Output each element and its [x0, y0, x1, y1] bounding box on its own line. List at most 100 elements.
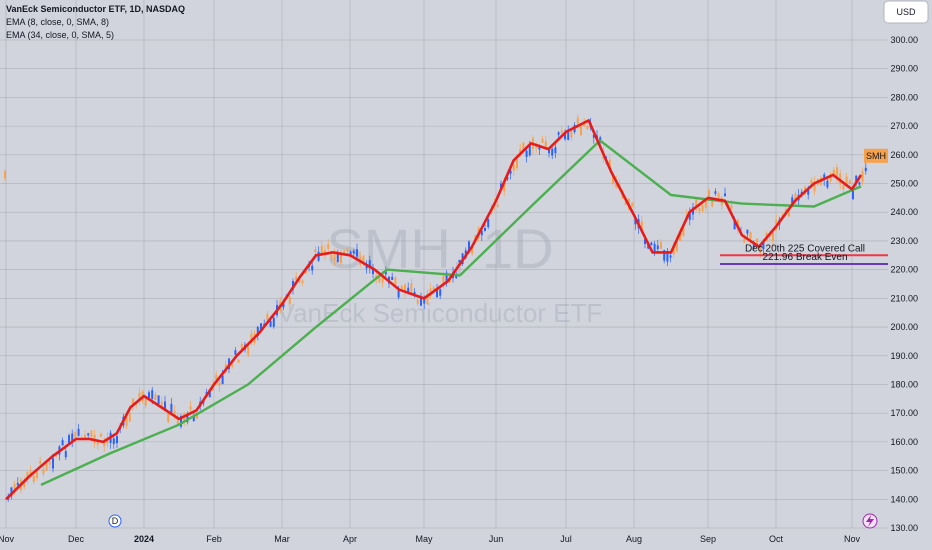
candle-body [759, 246, 762, 253]
candle-body [196, 413, 198, 419]
candle-body [298, 280, 301, 283]
candle-body [356, 249, 358, 257]
candle-body [410, 283, 413, 295]
candle-body [26, 472, 29, 479]
candle-body [813, 182, 816, 192]
candle-body [487, 218, 490, 228]
candle-body [698, 208, 701, 212]
candle-body [192, 415, 195, 422]
y-tick-label: 210.00 [890, 293, 918, 303]
candle-body [826, 180, 829, 188]
candle-body [544, 141, 547, 150]
y-tick-label: 270.00 [890, 121, 918, 131]
candle-body [125, 417, 128, 427]
candle-body [84, 434, 86, 440]
candle-body [480, 230, 483, 236]
candle-body [711, 200, 714, 207]
level-annotation: Dec 20th 225 Covered Call [745, 243, 865, 254]
candle-body [404, 284, 406, 292]
x-tick-label: Sep [700, 534, 716, 544]
candle-body [52, 458, 54, 469]
candle-body [512, 164, 515, 171]
candle-body [400, 285, 403, 289]
candle-body [324, 250, 326, 255]
candle-body [560, 130, 563, 133]
candle-body [583, 123, 586, 126]
candle-body [368, 260, 371, 269]
x-tick-label: Jun [489, 534, 504, 544]
candle-body [154, 394, 157, 401]
candle-body [407, 287, 410, 294]
legend-ema34[interactable]: EMA (34, close, 0, SMA, 5) [6, 30, 114, 40]
candle-body [458, 259, 461, 263]
x-tick-label: Mar [274, 534, 290, 544]
watermark-name: VanEck Semiconductor ETF [278, 298, 603, 328]
candle-body [791, 197, 794, 204]
candle-body [10, 487, 13, 497]
candle-body [644, 239, 646, 245]
candle-body [87, 433, 90, 436]
candle-body [234, 350, 237, 355]
candle-body [842, 184, 845, 190]
candle-body [823, 174, 826, 180]
candle-body [13, 484, 16, 493]
candle-body [96, 440, 99, 445]
y-tick-label: 260.00 [890, 150, 918, 160]
symbol-tag [864, 148, 888, 163]
candle-body [717, 193, 720, 198]
candle-body [752, 242, 755, 249]
y-tick-label: 300.00 [890, 35, 918, 45]
x-tick-label: Nov [0, 534, 14, 544]
candle-body [746, 229, 749, 234]
legend-ema8[interactable]: EMA (8, close, 0, SMA, 8) [6, 17, 109, 27]
candle-body [116, 436, 118, 444]
dividend-icon[interactable]: D [108, 514, 122, 528]
x-tick-label: Oct [769, 534, 784, 544]
candle-body [420, 296, 422, 306]
candle-body [548, 149, 550, 154]
candle-body [138, 392, 141, 402]
candle-body [317, 251, 320, 261]
candle-body [567, 131, 570, 140]
candle-body [176, 417, 179, 426]
candle-body [743, 238, 746, 243]
candle-body [861, 171, 864, 182]
currency-button[interactable]: USD [883, 0, 929, 24]
candle-body [32, 475, 35, 482]
candle-body [167, 412, 170, 423]
candle-body [714, 191, 717, 194]
ema34-line[interactable] [40, 139, 862, 486]
candle-body [576, 117, 579, 124]
candle-body [48, 461, 51, 465]
candle-body [221, 375, 224, 385]
candle-body [506, 177, 509, 180]
candle-body [762, 241, 765, 250]
x-tick-label: 2024 [134, 534, 154, 544]
candle-body [749, 232, 752, 239]
price-scale[interactable] [888, 0, 932, 550]
x-tick-label: Dec [68, 534, 85, 544]
earnings-lightning-icon[interactable] [862, 513, 878, 529]
candle-body [756, 238, 758, 246]
candle-body [100, 434, 102, 437]
candle-body [484, 228, 486, 232]
candle-body [218, 382, 221, 386]
candle-body [580, 125, 582, 136]
candle-body [36, 470, 38, 479]
candle-body [704, 200, 707, 208]
ema8-line[interactable] [5, 119, 863, 501]
candle-body [333, 253, 336, 261]
candle-body [432, 287, 435, 291]
candle-body [391, 276, 394, 280]
candle-body [442, 275, 445, 286]
candle-body [39, 460, 42, 464]
candle-body [240, 344, 243, 350]
candle-body [372, 268, 374, 274]
candle-body [394, 277, 397, 286]
candle-body [250, 333, 253, 343]
watermark-symbol: SMH, 1D [326, 217, 553, 280]
candle-body [103, 440, 106, 447]
